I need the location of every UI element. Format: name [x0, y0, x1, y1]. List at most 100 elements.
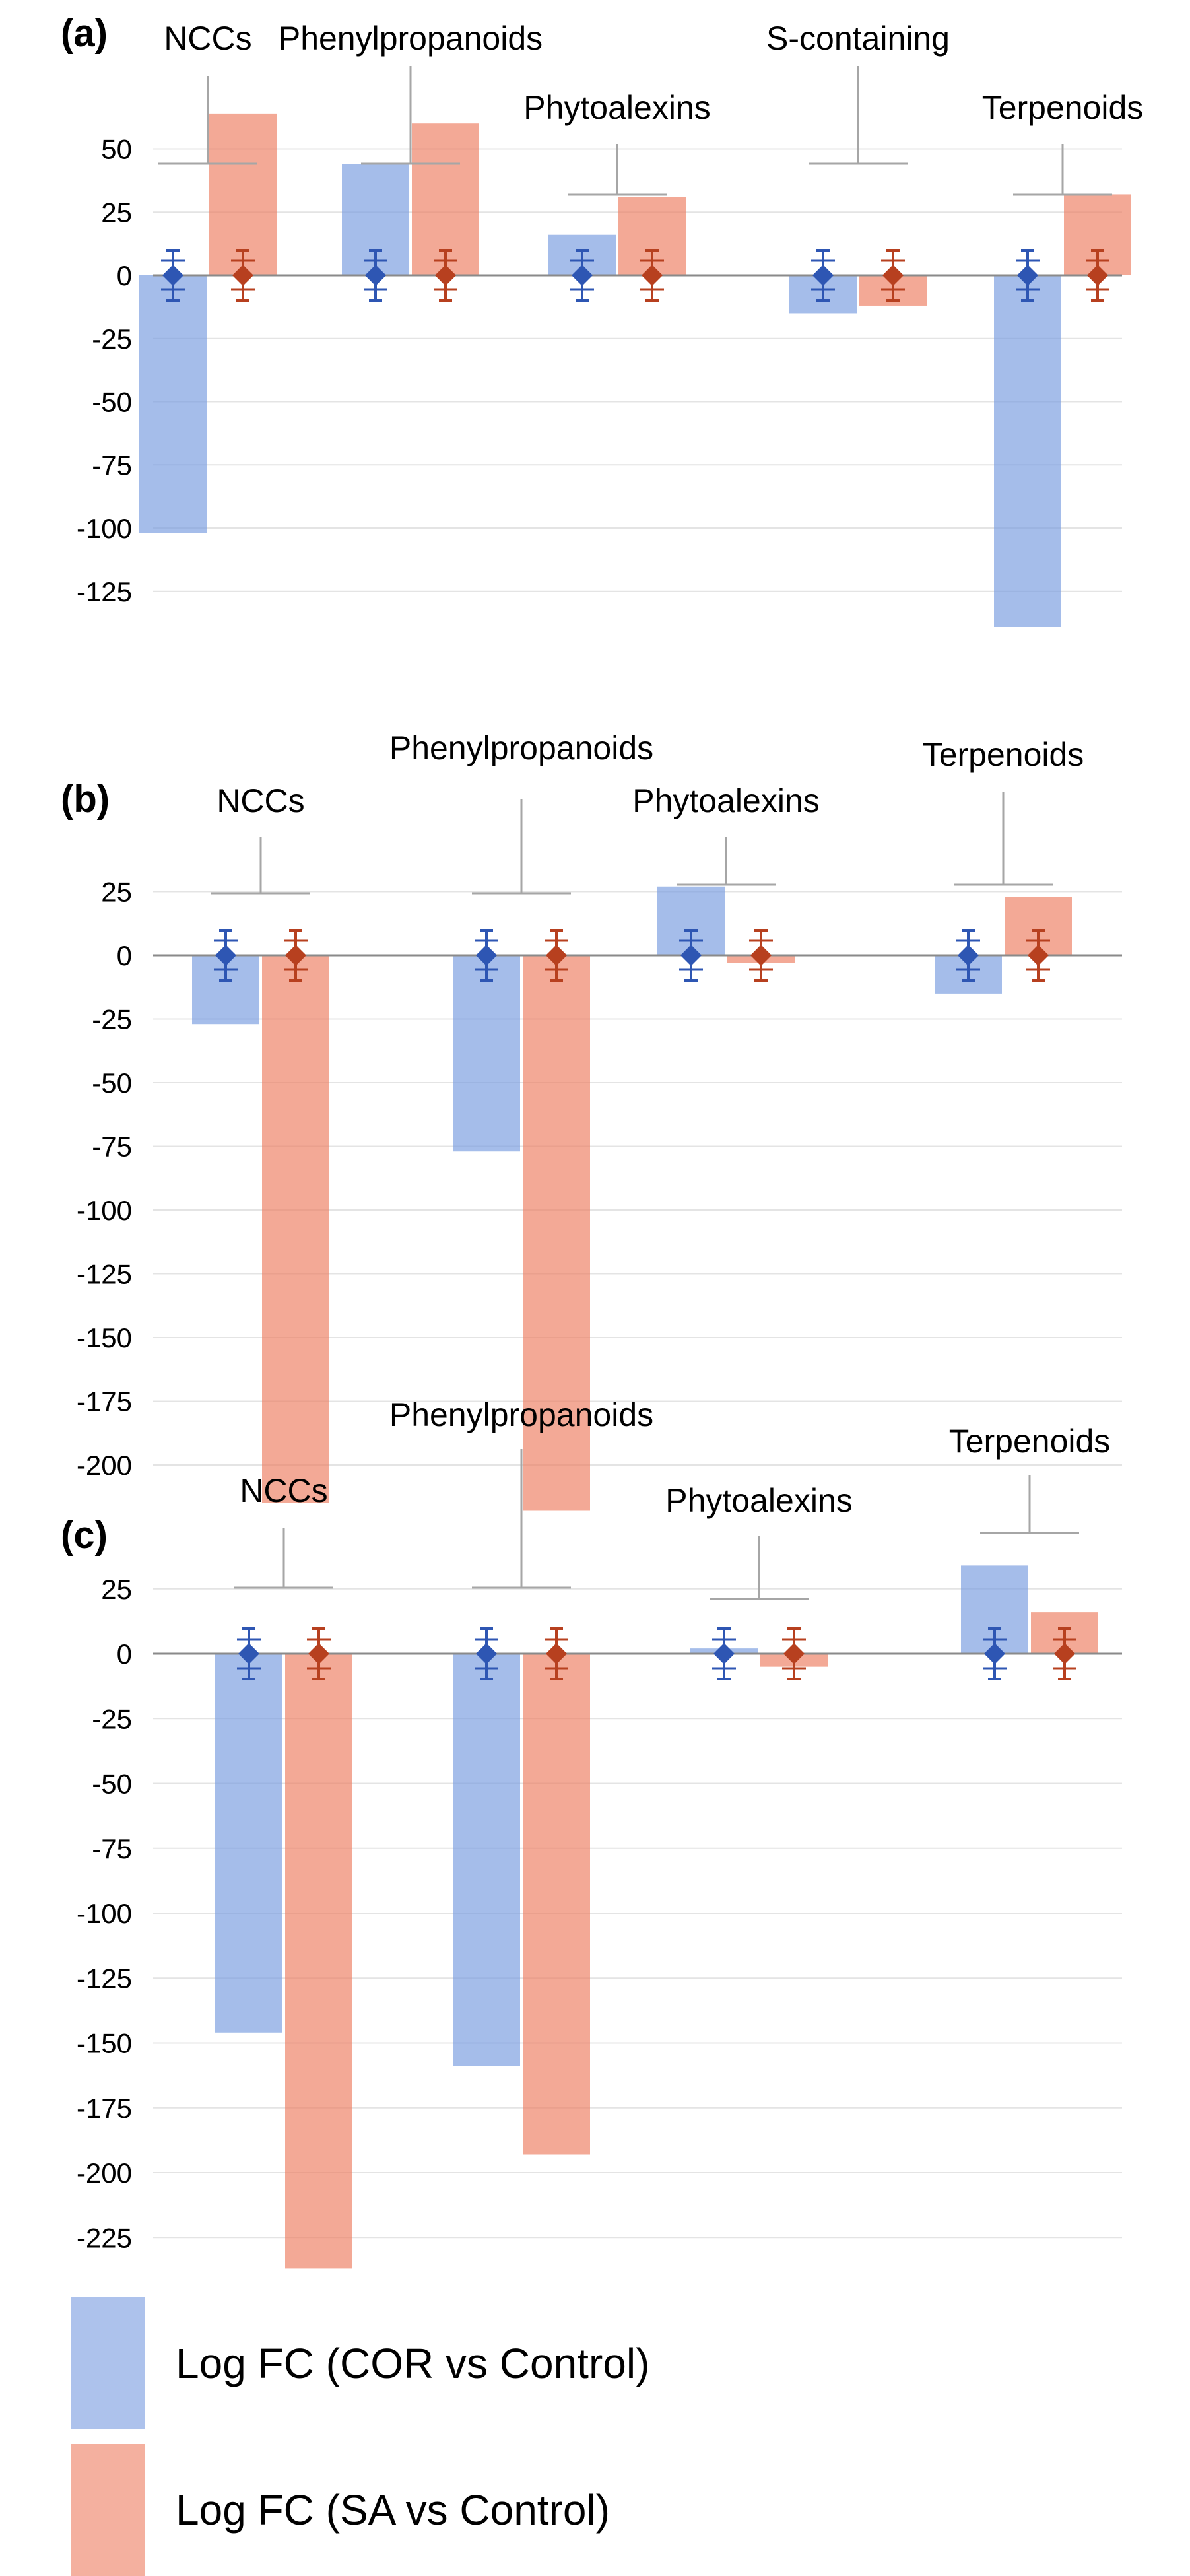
legend-item-cor: Log FC (COR vs Control) — [71, 2297, 649, 2429]
panel-c-category-label: Phytoalexins — [665, 1482, 853, 1519]
panel-b-errorbar-cor-phenylpropanoids — [475, 929, 498, 982]
panel-c-category-label: NCCs — [240, 1472, 327, 1509]
errorbar-diamond — [308, 1643, 329, 1664]
panel-b-ytick-label: -125 — [77, 1259, 132, 1290]
errorbar-diamond — [882, 265, 904, 286]
panel-b-bar-sa-phenylpropanoids — [523, 955, 590, 1511]
panel-b-category-label: NCCs — [216, 782, 304, 819]
panel-b-category-label: Phenylpropanoids — [389, 729, 653, 766]
errorbar-diamond — [365, 265, 386, 286]
panel-c-category-label: Terpenoids — [949, 1423, 1111, 1460]
panel-c-errorbar-cor-phytoalexins — [712, 1627, 736, 1680]
panel-a-bar-sa-nccs — [209, 113, 277, 275]
panel-c-bar-cor-nccs — [215, 1654, 282, 2033]
panel-c-category-label: Phenylpropanoids — [389, 1396, 653, 1433]
errorbar-diamond — [435, 265, 456, 286]
panel-a-errorbar-cor-phytoalexins — [570, 249, 594, 302]
panel-a-ytick-label: -100 — [77, 513, 132, 544]
panel-c-ytick-label: -75 — [92, 1833, 132, 1864]
panel-c-category-phenylpropanoids: Phenylpropanoids — [389, 1396, 653, 1589]
panel-a-errorbar-sa-nccs — [231, 249, 255, 302]
legend-item-sa: Log FC (SA vs Control) — [71, 2444, 610, 2576]
errorbar-diamond — [546, 945, 567, 966]
panel-a-errorbar-sa-phytoalexins — [640, 249, 664, 302]
errorbar-diamond — [958, 945, 979, 966]
panel-b-ytick-label: -50 — [92, 1068, 132, 1099]
panel-a-ytick-label: -50 — [92, 387, 132, 418]
panel-b-bar-sa-nccs — [262, 955, 329, 1503]
errorbar-diamond — [984, 1643, 1005, 1664]
panel-c-errorbar-sa-terpenoids — [1053, 1627, 1076, 1680]
panel-c-ytick-label: 0 — [117, 1639, 132, 1670]
errorbar-diamond — [162, 265, 183, 286]
panel-c-bar-cor-phenylpropanoids — [453, 1654, 520, 2066]
panel-c-category-phytoalexins: Phytoalexins — [665, 1482, 853, 1600]
panel-a-category-terpenoids: Terpenoids — [982, 89, 1144, 196]
panel-b-chart: (b) 25 0 -25 -50 -75 -100 -125 -150 -175 -200 NCCs P… — [61, 729, 1122, 1511]
panel-a-ytick-label: 50 — [101, 134, 132, 165]
panel-c-chart: (c) 25 0 -25 -50 -75 -100 -125 -150 -175 -200 -225 N… — [61, 1396, 1122, 2269]
legend: Log FC (COR vs Control) Log FC (SA vs Co… — [0, 2297, 1190, 2576]
panel-a-ytick-label: 0 — [117, 260, 132, 291]
panel-c-errorbar-cor-terpenoids — [983, 1627, 1007, 1680]
panel-a-ytick-label: -75 — [92, 450, 132, 481]
panel-c-label: (c) — [61, 1514, 108, 1557]
errorbar-diamond — [1028, 945, 1049, 966]
panel-c-category-nccs: NCCs — [234, 1472, 333, 1589]
errorbar-diamond — [546, 1643, 567, 1664]
errorbar-diamond — [713, 1643, 735, 1664]
errorbar-diamond — [476, 945, 497, 966]
legend-label-sa: Log FC (SA vs Control) — [176, 2486, 610, 2534]
panel-b-errorbar-cor-phytoalexins — [679, 929, 703, 982]
panel-a-category-label: Phytoalexins — [523, 89, 711, 126]
panel-c-errorbar-cor-phenylpropanoids — [475, 1627, 498, 1680]
panel-a-category-nccs: NCCs — [158, 20, 257, 165]
panel-a-ytick-label: -25 — [92, 323, 132, 355]
panel-a-chart: (a) 50 25 0 -25 -50 -75 -100 -125 NCCs Phenylpropa… — [61, 12, 1143, 627]
panel-a-errorbar-sa-phenylpropanoids — [434, 249, 457, 302]
panel-b-ytick-label: -150 — [77, 1322, 132, 1353]
panel-b-category-nccs: NCCs — [211, 782, 310, 895]
panel-b-category-phytoalexins: Phytoalexins — [632, 782, 820, 886]
panel-a-bar-cor-terpenoids — [994, 275, 1061, 627]
panel-c-bar-sa-phenylpropanoids — [523, 1654, 590, 2155]
panel-c-errorbar-sa-phytoalexins — [782, 1627, 806, 1680]
panel-b-errorbar-cor-nccs — [214, 929, 238, 982]
panel-a-category-label: Terpenoids — [982, 89, 1144, 126]
panel-b-errorbar-sa-phytoalexins — [749, 929, 773, 982]
legend-swatch-sa — [71, 2444, 145, 2576]
panel-a-category-label: NCCs — [164, 20, 251, 57]
errorbar-diamond — [572, 265, 593, 286]
panel-b-errorbar-sa-terpenoids — [1026, 929, 1050, 982]
errorbar-diamond — [238, 1643, 259, 1664]
panel-b-category-label: Phytoalexins — [632, 782, 820, 819]
panel-a-category-label: Phenylpropanoids — [279, 20, 543, 57]
errorbar-diamond — [215, 945, 236, 966]
panel-c-ytick-label: -175 — [77, 2093, 132, 2124]
panel-a-errorbar-sa-terpenoids — [1086, 249, 1109, 302]
panel-a-ytick-label: 25 — [101, 197, 132, 228]
errorbar-diamond — [812, 265, 834, 286]
panel-b-bar-cor-phenylpropanoids — [453, 955, 520, 1152]
panel-b-category-label: Terpenoids — [923, 736, 1084, 773]
panel-b-ytick-label: -200 — [77, 1450, 132, 1481]
errorbar-diamond — [285, 945, 306, 966]
panel-c-errorbar-cor-nccs — [237, 1627, 261, 1680]
panel-a-category-phenylpropanoids: Phenylpropanoids — [279, 20, 543, 165]
panel-a-errorbar-sa-s-containing — [881, 249, 905, 302]
panel-a-errorbar-cor-terpenoids — [1016, 249, 1040, 302]
panel-a-ytick-label: -125 — [77, 576, 132, 607]
errorbar-diamond — [750, 945, 772, 966]
panel-c-errorbar-sa-phenylpropanoids — [545, 1627, 568, 1680]
panel-c-category-terpenoids: Terpenoids — [949, 1423, 1111, 1534]
panel-a-category-s-containing: S-containing — [766, 20, 950, 165]
panel-a-errorbar-cor-nccs — [161, 249, 185, 302]
panel-b-ytick-label: -75 — [92, 1132, 132, 1163]
panel-a-label: (a) — [61, 12, 108, 55]
panel-b-label: (b) — [61, 778, 110, 821]
panel-b-ytick-label: 0 — [117, 940, 132, 971]
panel-b-ytick-label: -100 — [77, 1195, 132, 1226]
panel-a-errorbar-cor-s-containing — [811, 249, 835, 302]
panel-b-errorbar-sa-phenylpropanoids — [545, 929, 568, 982]
